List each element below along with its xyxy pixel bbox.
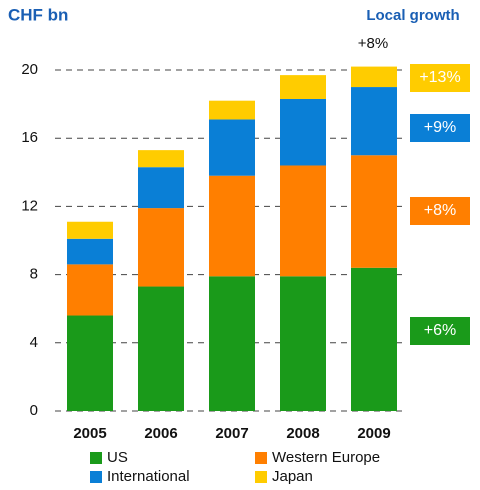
legend-swatch (90, 471, 102, 483)
growth-box (410, 64, 470, 92)
legend-swatch (90, 452, 102, 464)
bar-segment (351, 267, 397, 411)
y-tick-label: 4 (30, 334, 38, 351)
y-tick-label: 12 (21, 197, 38, 214)
y-tick-label: 16 (21, 129, 38, 146)
bar-segment (138, 150, 184, 168)
bar-segment (67, 221, 113, 239)
bar-segment (351, 87, 397, 156)
bar-segment (351, 155, 397, 268)
bar-segment (280, 98, 326, 166)
bar-segment (280, 276, 326, 411)
bar-segment (209, 119, 255, 176)
y-axis-label: CHF bn (8, 5, 68, 24)
total-growth: +8% (358, 35, 388, 52)
bar-segment (67, 264, 113, 316)
bar-segment (209, 175, 255, 277)
bar-segment (280, 165, 326, 277)
growth-box (410, 197, 470, 225)
legend-label: International (107, 468, 190, 485)
y-tick-label: 20 (21, 61, 38, 78)
bar-segment (351, 66, 397, 88)
y-tick-label: 0 (30, 402, 38, 419)
x-tick-label: 2009 (357, 425, 390, 442)
bar-segment (138, 208, 184, 287)
bar-segment (138, 286, 184, 411)
growth-label: +6% (424, 322, 456, 339)
x-tick-label: 2008 (286, 425, 319, 442)
bar-segment (280, 75, 326, 99)
growth-box (410, 114, 470, 142)
growth-label: +13% (419, 69, 460, 86)
bar-segment (138, 167, 184, 209)
bar-segment (67, 315, 113, 411)
x-tick-label: 2006 (144, 425, 177, 442)
bar-segment (209, 276, 255, 411)
legend-swatch (255, 452, 267, 464)
bar-segment (67, 238, 113, 265)
legend-swatch (255, 471, 267, 483)
legend-label: Japan (272, 468, 313, 485)
x-tick-label: 2007 (215, 425, 248, 442)
growth-box (410, 317, 470, 345)
bar-segment (209, 100, 255, 120)
growth-label: +9% (424, 119, 456, 136)
y-tick-label: 8 (30, 266, 38, 283)
legend-label: US (107, 449, 128, 466)
growth-title: Local growth (366, 7, 459, 24)
growth-label: +8% (424, 202, 456, 219)
x-tick-label: 2005 (73, 425, 106, 442)
legend-label: Western Europe (272, 449, 380, 466)
